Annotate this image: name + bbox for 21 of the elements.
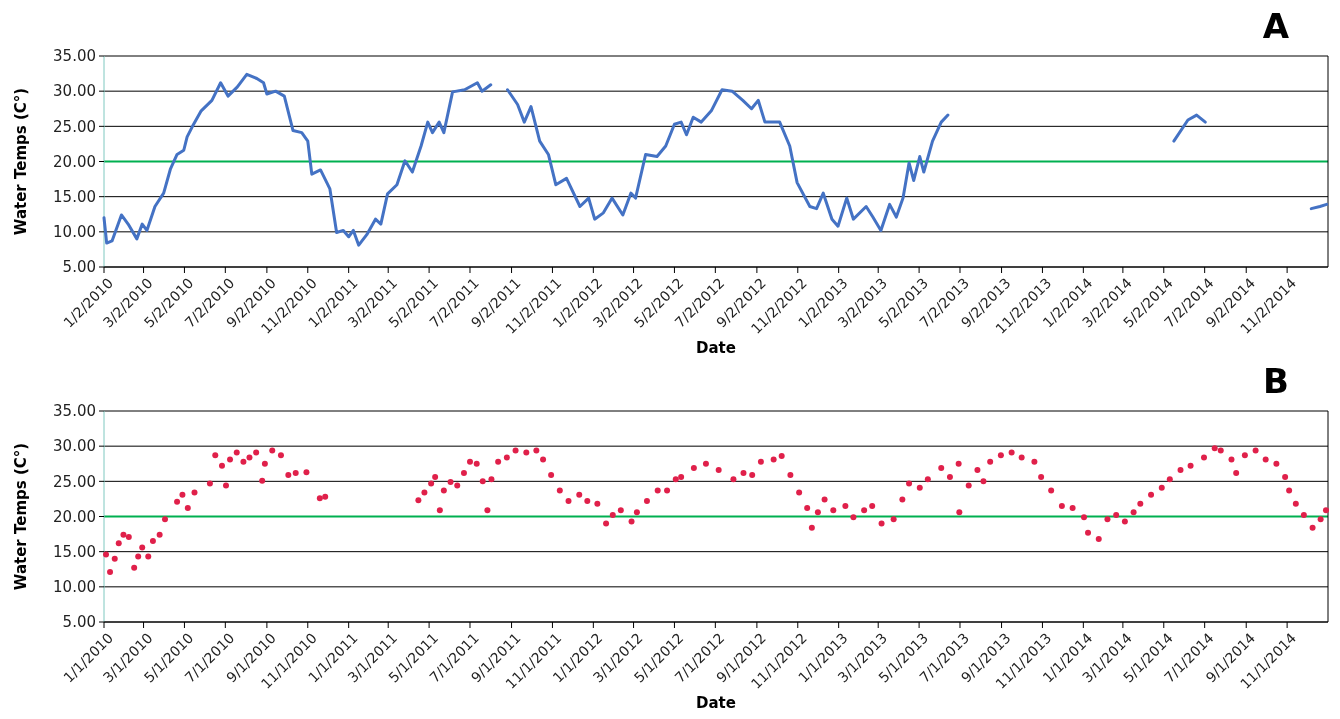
y-tick-label: 35.00 xyxy=(53,47,96,66)
line-series xyxy=(1172,113,1207,143)
y-tick-label: 35.00 xyxy=(53,402,96,421)
chart-title: B xyxy=(1263,361,1289,401)
chart-title: A xyxy=(1262,6,1290,46)
x-axis-title: Date xyxy=(696,694,736,712)
y-tick-label: 25.00 xyxy=(53,117,96,136)
y-tick-label: 5.00 xyxy=(62,258,96,277)
y-axis-title: Water Temps (C°) xyxy=(12,442,30,591)
y-tick-label: 5.00 xyxy=(62,613,96,632)
y-tick-label: 20.00 xyxy=(53,507,96,526)
y-tick-label: 15.00 xyxy=(53,187,96,206)
y-tick-label: 30.00 xyxy=(53,82,96,101)
y-tick-label: 25.00 xyxy=(53,472,96,491)
y-axis-title: Water Temps (C°) xyxy=(12,87,30,236)
y-tick-label: 30.00 xyxy=(53,437,96,456)
y-tick-label: 20.00 xyxy=(53,152,96,171)
y-tick-label: 15.00 xyxy=(53,542,96,561)
y-tick-label: 10.00 xyxy=(53,223,96,242)
x-axis-title: Date xyxy=(696,339,736,357)
y-tick-label: 10.00 xyxy=(53,578,96,597)
